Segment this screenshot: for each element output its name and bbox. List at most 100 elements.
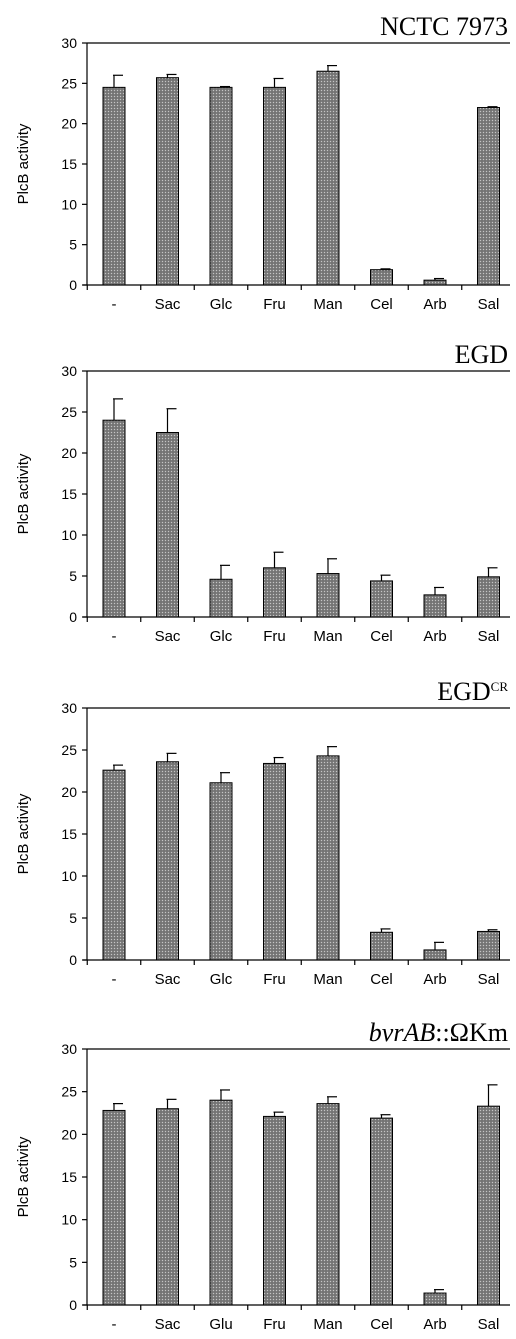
title-italic-part: bvrAB xyxy=(369,1018,436,1047)
bar-5 xyxy=(370,269,393,286)
x-tick-label: Man xyxy=(313,296,342,313)
y-tick-label: 20 xyxy=(61,784,77,800)
bar-3 xyxy=(263,567,286,618)
bar-3 xyxy=(263,86,286,286)
bar-7 xyxy=(477,1105,500,1306)
y-axis-label: PlcB activity xyxy=(15,793,32,874)
y-tick-label: 30 xyxy=(61,363,77,379)
bar-1 xyxy=(156,432,179,618)
x-tick-label: Sac xyxy=(155,296,181,313)
bar-2 xyxy=(209,578,233,618)
x-tick-label: Fru xyxy=(263,296,286,313)
bar-3 xyxy=(263,1115,286,1306)
x-tick-label: Glc xyxy=(210,296,233,313)
bar-4 xyxy=(316,755,340,961)
y-tick-label: 20 xyxy=(61,1126,77,1142)
x-tick-label: Sal xyxy=(478,971,500,988)
y-tick-label: 0 xyxy=(69,277,77,293)
x-tick-label: Arb xyxy=(423,971,446,988)
bar-0 xyxy=(102,769,126,961)
y-axis-label: PlcB activity xyxy=(15,123,32,204)
y-tick-label: 15 xyxy=(61,826,77,842)
y-tick-label: 25 xyxy=(61,75,77,91)
y-axis-label: PlcB activity xyxy=(15,1136,32,1217)
x-tick-label: Glu xyxy=(209,1316,232,1333)
bar-5 xyxy=(370,1117,393,1306)
y-tick-label: 5 xyxy=(69,568,77,584)
title-main-part: EGD xyxy=(455,340,508,369)
y-tick-label: 0 xyxy=(69,1297,77,1313)
x-tick-label: Fru xyxy=(263,1316,286,1333)
title-main-part: EGD xyxy=(437,677,490,706)
x-tick-label: Man xyxy=(313,628,342,645)
title-main-part: ::ΩKm xyxy=(435,1018,508,1047)
bar-4 xyxy=(316,70,340,286)
x-tick-label: Cel xyxy=(370,1316,393,1333)
title-superscript: CR xyxy=(491,679,509,694)
bar-6 xyxy=(423,949,447,961)
panel-title: EGD xyxy=(455,340,508,369)
bar-1 xyxy=(156,77,179,286)
y-tick-label: 15 xyxy=(61,156,77,172)
y-tick-label: 15 xyxy=(61,1169,77,1185)
panel-title: EGDCR xyxy=(437,677,508,706)
y-tick-label: 20 xyxy=(61,445,77,461)
bar-0 xyxy=(102,86,126,286)
x-tick-label: Arb xyxy=(423,1316,446,1333)
x-tick-label: Sac xyxy=(155,971,181,988)
bar-7 xyxy=(477,107,500,286)
x-tick-label: Cel xyxy=(370,296,393,313)
bar-4 xyxy=(316,1103,340,1306)
x-tick-label: Sal xyxy=(478,628,500,645)
bar-2 xyxy=(209,782,233,961)
x-tick-label: Fru xyxy=(263,971,286,988)
x-tick-label: Cel xyxy=(370,628,393,645)
y-tick-label: 5 xyxy=(69,910,77,926)
y-tick-label: 30 xyxy=(61,35,77,51)
y-tick-label: 5 xyxy=(69,1254,77,1270)
y-tick-label: 25 xyxy=(61,404,77,420)
x-tick-label: Sal xyxy=(478,296,500,313)
y-tick-label: 10 xyxy=(61,196,77,212)
x-tick-label: Man xyxy=(313,971,342,988)
y-tick-label: 10 xyxy=(61,868,77,884)
title-main-part: NCTC 7973 xyxy=(380,12,508,41)
x-tick-label: Glc xyxy=(210,971,233,988)
y-tick-label: 30 xyxy=(61,700,77,716)
bar-2 xyxy=(209,1099,233,1306)
y-tick-label: 0 xyxy=(69,609,77,625)
y-tick-label: 30 xyxy=(61,1041,77,1057)
chart-panel-1: NCTC 7973 0 5 10 15 20 25 30 PlcB activity - Sac Gl… xyxy=(15,12,510,313)
bar-0 xyxy=(102,419,126,618)
x-tick-label: Sac xyxy=(155,628,181,645)
y-tick-label: 10 xyxy=(61,1212,77,1228)
bar-0 xyxy=(102,1109,126,1306)
bar-1 xyxy=(156,761,179,961)
chart-panel-2: EGD 0 5 10 15 20 25 30 PlcB activity - Sac Glc Fru Ma… xyxy=(15,340,510,645)
panel-title: bvrAB::ΩKm xyxy=(369,1018,508,1047)
x-tick-label: - xyxy=(112,296,117,313)
y-tick-label: 25 xyxy=(61,1084,77,1100)
bar-2 xyxy=(209,86,233,286)
bar-5 xyxy=(370,931,393,961)
bar-7 xyxy=(477,930,500,961)
y-tick-label: 25 xyxy=(61,742,77,758)
x-tick-label: - xyxy=(112,971,117,988)
y-tick-label: 10 xyxy=(61,527,77,543)
bar-7 xyxy=(477,576,500,618)
x-tick-label: Glc xyxy=(210,628,233,645)
chart-panel-3: EGDCR 0 5 10 15 20 25 30 PlcB activity - Sac Glc Fru… xyxy=(15,677,510,988)
x-tick-label: - xyxy=(112,628,117,645)
x-tick-label: Arb xyxy=(423,296,446,313)
bar-4 xyxy=(316,573,340,618)
x-tick-label: Arb xyxy=(423,628,446,645)
bar-5 xyxy=(370,580,393,618)
y-tick-label: 0 xyxy=(69,952,77,968)
bar-6 xyxy=(423,1292,447,1306)
y-tick-label: 15 xyxy=(61,486,77,502)
x-tick-label: Sac xyxy=(155,1316,181,1333)
y-tick-label: 5 xyxy=(69,237,77,253)
y-axis-label: PlcB activity xyxy=(15,453,32,534)
